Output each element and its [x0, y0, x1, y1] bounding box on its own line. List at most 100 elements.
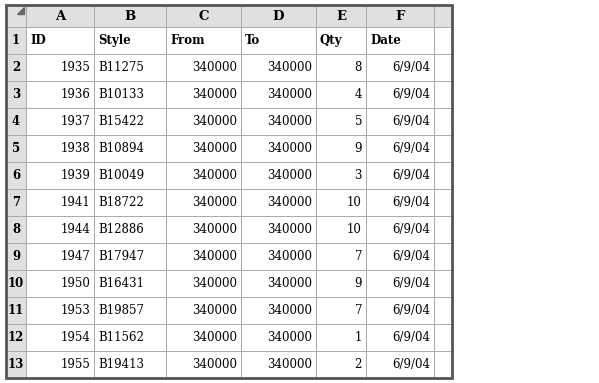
Bar — [316, 297, 366, 324]
Text: 7: 7 — [12, 196, 20, 209]
Text: B19857: B19857 — [98, 304, 144, 317]
Text: 340000: 340000 — [192, 304, 237, 317]
Text: A: A — [55, 10, 65, 23]
Text: 6/9/04: 6/9/04 — [392, 358, 430, 371]
Bar — [166, 189, 241, 216]
Text: 340000: 340000 — [192, 88, 237, 101]
Text: B19413: B19413 — [98, 358, 144, 371]
Text: 8: 8 — [355, 61, 362, 74]
Bar — [366, 27, 434, 54]
Bar — [316, 81, 366, 108]
Bar — [26, 324, 94, 351]
Bar — [366, 270, 434, 297]
Bar — [166, 81, 241, 108]
Text: B12886: B12886 — [98, 223, 144, 236]
Bar — [241, 108, 316, 135]
Text: B15422: B15422 — [98, 115, 144, 128]
Bar — [366, 81, 434, 108]
Text: 6/9/04: 6/9/04 — [392, 277, 430, 290]
Text: B18722: B18722 — [98, 196, 144, 209]
Text: 340000: 340000 — [192, 358, 237, 371]
Text: 6/9/04: 6/9/04 — [392, 250, 430, 263]
Bar — [316, 162, 366, 189]
Bar — [26, 297, 94, 324]
Bar — [26, 81, 94, 108]
Bar — [166, 297, 241, 324]
Bar — [6, 216, 26, 243]
Text: 5: 5 — [12, 142, 20, 155]
Text: 8: 8 — [12, 223, 20, 236]
Text: 3: 3 — [12, 88, 20, 101]
Text: 1938: 1938 — [60, 142, 90, 155]
Bar — [6, 324, 26, 351]
Bar — [366, 297, 434, 324]
Text: 13: 13 — [8, 358, 24, 371]
Bar — [241, 351, 316, 378]
Bar — [94, 324, 166, 351]
Text: 3: 3 — [355, 169, 362, 182]
Text: Date: Date — [370, 34, 401, 47]
Bar — [316, 270, 366, 297]
Bar — [94, 297, 166, 324]
Bar — [166, 270, 241, 297]
Bar — [366, 243, 434, 270]
Bar — [6, 27, 26, 54]
Text: 7: 7 — [355, 250, 362, 263]
Text: Qty: Qty — [320, 34, 343, 47]
Text: 340000: 340000 — [267, 358, 312, 371]
Bar — [241, 324, 316, 351]
Bar — [366, 351, 434, 378]
Bar — [6, 162, 26, 189]
Bar — [366, 162, 434, 189]
Bar — [434, 81, 452, 108]
Text: 1937: 1937 — [60, 115, 90, 128]
Text: From: From — [170, 34, 204, 47]
Bar — [166, 162, 241, 189]
Bar — [166, 243, 241, 270]
Bar — [94, 189, 166, 216]
Text: 340000: 340000 — [192, 115, 237, 128]
Bar — [94, 54, 166, 81]
Text: 6/9/04: 6/9/04 — [392, 88, 430, 101]
Text: 1947: 1947 — [60, 250, 90, 263]
Bar — [316, 351, 366, 378]
Bar — [366, 5, 434, 27]
Text: 340000: 340000 — [267, 250, 312, 263]
Text: 6/9/04: 6/9/04 — [392, 304, 430, 317]
Text: B11275: B11275 — [98, 61, 144, 74]
Bar — [434, 351, 452, 378]
Bar — [26, 351, 94, 378]
Polygon shape — [17, 7, 24, 14]
Text: B: B — [125, 10, 135, 23]
Bar — [241, 243, 316, 270]
Bar — [166, 351, 241, 378]
Text: 340000: 340000 — [267, 61, 312, 74]
Bar — [26, 270, 94, 297]
Text: B10133: B10133 — [98, 88, 144, 101]
Bar — [94, 351, 166, 378]
Text: B10049: B10049 — [98, 169, 144, 182]
Text: C: C — [198, 10, 208, 23]
Text: 340000: 340000 — [267, 223, 312, 236]
Text: 1935: 1935 — [60, 61, 90, 74]
Text: 6: 6 — [12, 169, 20, 182]
Bar — [6, 5, 26, 27]
Text: 1950: 1950 — [60, 277, 90, 290]
Text: 1: 1 — [355, 331, 362, 344]
Text: B10894: B10894 — [98, 142, 144, 155]
Bar — [26, 54, 94, 81]
Text: 10: 10 — [347, 223, 362, 236]
Bar — [26, 189, 94, 216]
Bar — [26, 5, 94, 27]
Bar — [166, 27, 241, 54]
Text: To: To — [245, 34, 260, 47]
Bar — [6, 108, 26, 135]
Text: 340000: 340000 — [192, 142, 237, 155]
Text: 1941: 1941 — [60, 196, 90, 209]
Text: 5: 5 — [355, 115, 362, 128]
Text: 1944: 1944 — [60, 223, 90, 236]
Bar — [366, 135, 434, 162]
Bar — [434, 162, 452, 189]
Bar — [241, 81, 316, 108]
Text: 340000: 340000 — [192, 331, 237, 344]
